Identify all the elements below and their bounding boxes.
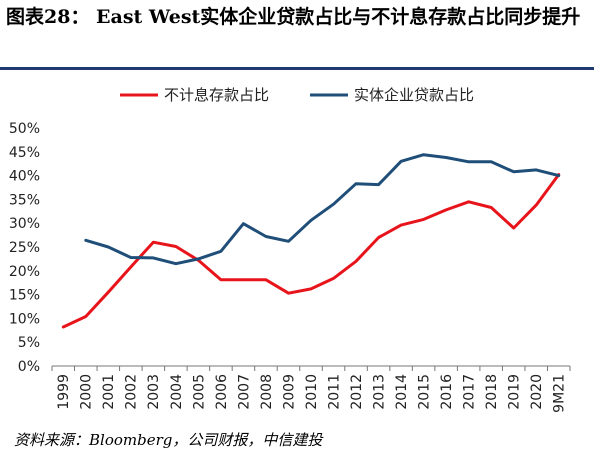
x-tick-label: 2019	[507, 374, 523, 410]
y-tick-label: 40%	[9, 169, 40, 185]
x-tick-label: 2008	[259, 374, 275, 410]
y-tick-label: 35%	[9, 192, 40, 208]
series-layer	[61, 153, 561, 329]
x-tick-label: 2011	[326, 374, 342, 410]
series-line-1	[61, 173, 561, 329]
x-tick-label: 2017	[462, 374, 478, 410]
x-tick-label: 2009	[281, 374, 297, 410]
x-tick-label: 2000	[79, 374, 95, 410]
x-tick-label: 2003	[146, 374, 162, 410]
y-tick-label: 15%	[9, 288, 40, 304]
chart-legend: 不计息存款占比 实体企业贷款占比	[120, 86, 474, 104]
x-tick-label: 2012	[349, 374, 365, 410]
x-axis: 1999 2000 2001 2002 2003 2004 2005 2006 2007 2008…	[51, 365, 571, 413]
series-line-2	[84, 153, 561, 266]
x-tick-label: 2002	[124, 374, 140, 410]
line-chart: 不计息存款占比 实体企业贷款占比 0% 5% 10% 15% 20% 25% 30% 35% 40…	[9, 86, 571, 413]
x-tick-label: 2016	[439, 374, 455, 410]
x-tick-label: 9M21	[552, 374, 568, 413]
x-tick-label: 2014	[394, 374, 410, 410]
x-tick-label: 2004	[169, 374, 185, 410]
x-tick-label: 2006	[214, 374, 230, 410]
x-tick-label: 2018	[484, 374, 500, 410]
page-title: 图表28： East West实体企业贷款占比与不计息存款占比同步提升	[6, 6, 581, 28]
x-tick-label: 2010	[304, 374, 320, 410]
y-tick-label: 5%	[18, 335, 40, 351]
x-tick-label: 2020	[529, 374, 545, 410]
y-tick-label: 45%	[9, 145, 40, 161]
x-tick-label: 2007	[236, 374, 252, 410]
legend-label-2: 实体企业贷款占比	[354, 86, 474, 104]
x-tick-label: 2001	[101, 374, 117, 410]
y-tick-label: 20%	[9, 264, 40, 280]
legend-label-1: 不计息存款占比	[164, 86, 269, 104]
y-tick-label: 30%	[9, 216, 40, 232]
y-tick-label: 25%	[9, 240, 40, 256]
y-tick-label: 50%	[9, 121, 40, 137]
title-divider	[0, 67, 594, 70]
source-note: 资料来源：Bloomberg，公司财报，中信建投	[14, 431, 323, 449]
x-tick-label: 1999	[56, 374, 72, 410]
x-tick-label: 2015	[417, 374, 433, 410]
y-tick-label: 10%	[9, 311, 40, 327]
y-axis: 0% 5% 10% 15% 20% 25% 30% 35% 40% 45% 50%	[9, 121, 40, 375]
y-tick-label: 0%	[18, 359, 40, 375]
x-tick-label: 2013	[371, 374, 387, 410]
x-tick-label: 2005	[191, 374, 207, 410]
